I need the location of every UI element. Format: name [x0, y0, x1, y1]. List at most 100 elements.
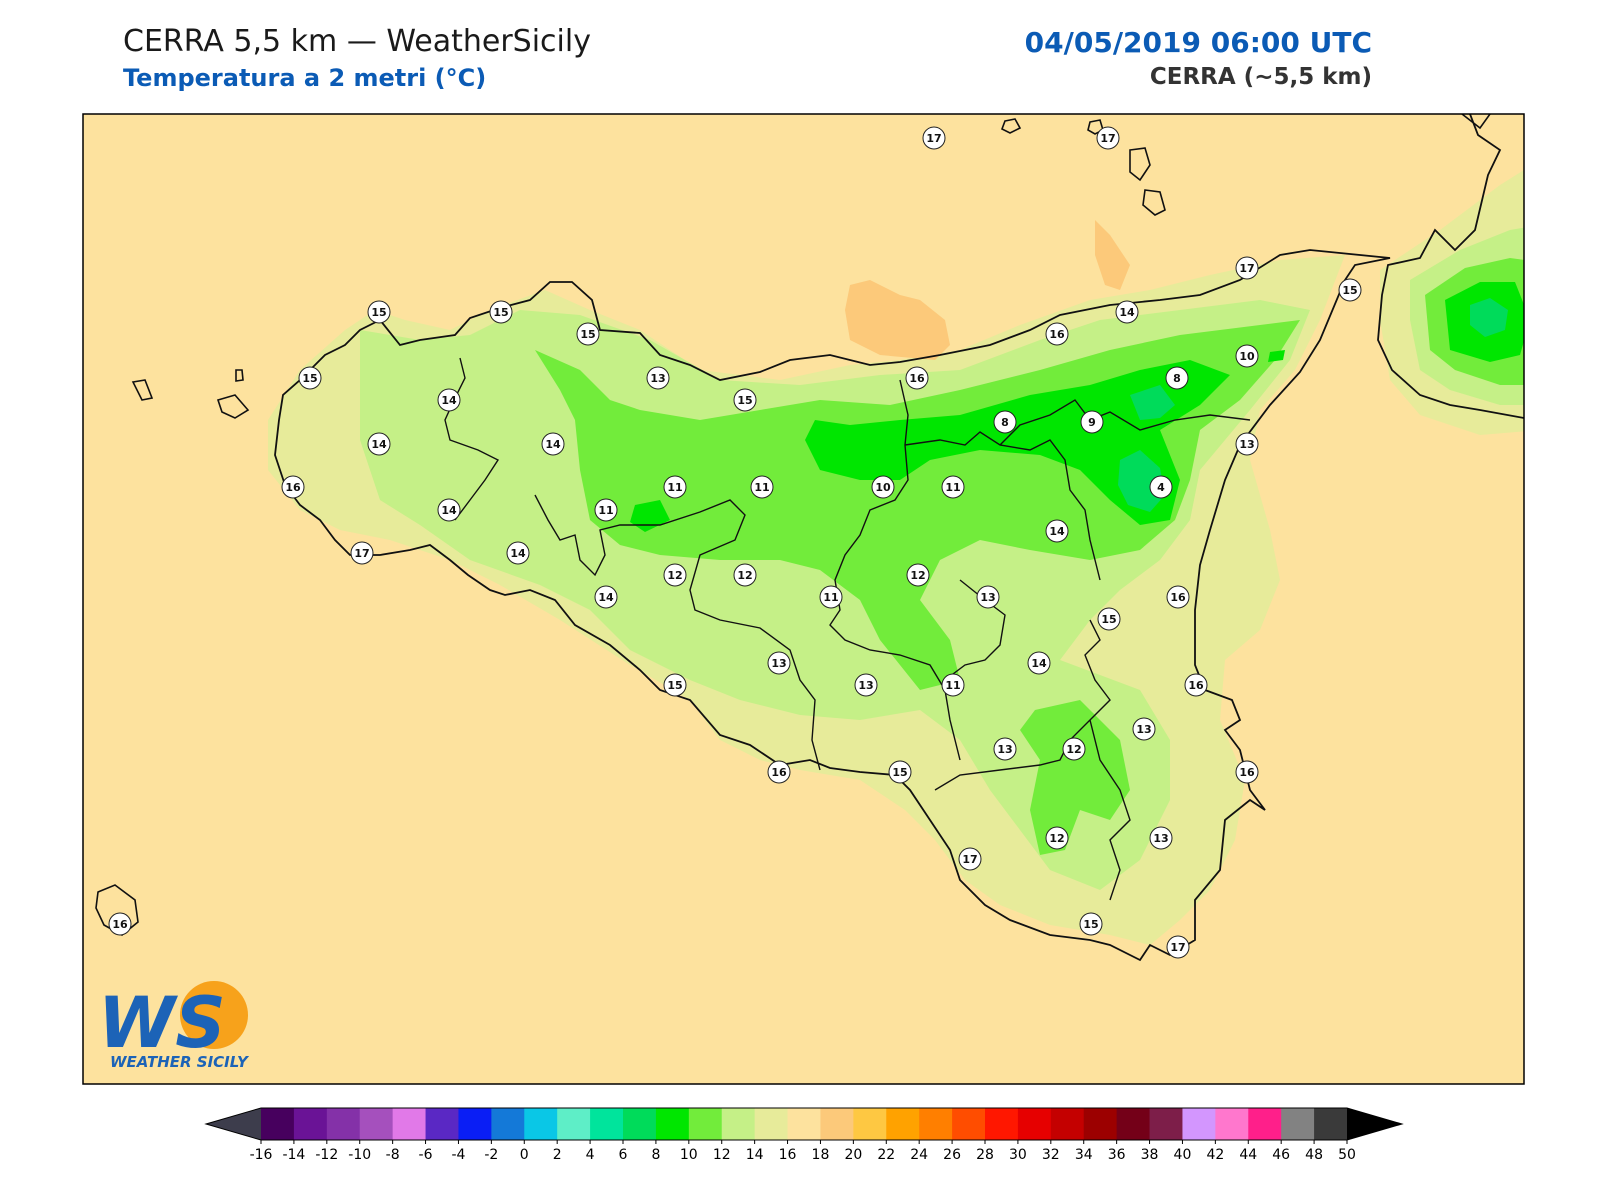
station-circle: [1149, 826, 1173, 850]
map-subtitle: Temperatura a 2 metri (°C): [123, 64, 487, 92]
colorbar-segment: [1314, 1108, 1348, 1140]
colorbar-segment: [392, 1108, 427, 1140]
station-marker: 11: [941, 673, 965, 697]
colorbar-tick-label: 32: [1042, 1147, 1060, 1163]
colorbar-tick-label: 2: [553, 1147, 562, 1163]
station-value: 15: [667, 679, 682, 692]
station-value: 11: [667, 481, 682, 494]
colorbar-segment: [458, 1108, 492, 1140]
colorbar-segment: [688, 1108, 723, 1140]
station-circle: [906, 563, 930, 587]
calabria-coastline: [1461, 114, 1491, 130]
station-circle: [1080, 410, 1104, 434]
station-circle: [733, 388, 757, 412]
temperature-zone-6: [1130, 385, 1175, 420]
colorbar-segment: [1248, 1108, 1282, 1140]
station-circle: [489, 300, 513, 324]
colorbar-tick-label: 8: [651, 1147, 660, 1163]
station-circle: [594, 498, 618, 522]
station-value: 12: [667, 569, 682, 582]
station-circle: [1115, 300, 1139, 324]
colorbar-tick-label: 40: [1174, 1147, 1192, 1163]
logo-monogram: WS: [98, 982, 226, 1064]
station-marker: 14: [1027, 651, 1051, 675]
valid-datetime: 04/05/2019 06:00 UTC: [1024, 26, 1372, 59]
colorbar-under-arrow: [206, 1108, 261, 1140]
station-circle: [1027, 651, 1051, 675]
colorbar-segment: [754, 1108, 789, 1140]
map-title: CERRA 5,5 km — WeatherSicily: [123, 24, 591, 59]
station-circle: [905, 366, 929, 390]
station-value: 14: [545, 438, 561, 451]
temperature-zone-8: [630, 500, 670, 532]
station-value: 17: [354, 547, 369, 560]
station-marker: 13: [1235, 432, 1259, 456]
temperature-zone-18: [845, 280, 950, 360]
station-marker: 10: [871, 475, 895, 499]
station-marker: 12: [906, 563, 930, 587]
station-value: 16: [285, 481, 301, 494]
colorbar-segment: [623, 1108, 657, 1140]
station-marker: 16: [905, 366, 929, 390]
station-circle: [108, 912, 132, 936]
station-marker: 15: [888, 760, 912, 784]
temperature-zone-18: [1095, 220, 1130, 290]
station-circle: [1184, 673, 1208, 697]
station-marker: 12: [733, 563, 757, 587]
station-marker: 12: [1045, 826, 1069, 850]
station-circle: [1235, 344, 1259, 368]
station-value: 15: [737, 394, 752, 407]
weather-sicily-logo: WS WEATHER SICILY: [98, 981, 250, 1071]
station-marker: 13: [1149, 826, 1173, 850]
station-value: 13: [1136, 723, 1151, 736]
station-circle: [576, 322, 600, 346]
station-circle: [1062, 737, 1086, 761]
station-circle: [1097, 607, 1121, 631]
station-circle: [1235, 760, 1259, 784]
colorbar-segment: [721, 1108, 756, 1140]
station-marker: 13: [646, 366, 670, 390]
station-circle: [367, 432, 391, 456]
colorbar-tick-label: 34: [1075, 1147, 1093, 1163]
station-marker: 14: [437, 498, 461, 522]
station-marker: 11: [941, 475, 965, 499]
station-circle: [976, 585, 1000, 609]
colorbar-tick-label: 28: [976, 1147, 994, 1163]
station-value: 12: [737, 569, 752, 582]
temperature-zone-6: [1118, 450, 1165, 512]
station-marker: 17: [922, 126, 946, 150]
colorbar-tick-label: 48: [1305, 1147, 1323, 1163]
station-value: 16: [909, 372, 925, 385]
colorbar-tick-label: -8: [386, 1147, 400, 1163]
station-value: 12: [910, 569, 925, 582]
station-value: 16: [1188, 679, 1204, 692]
colorbar-tick-label: 18: [812, 1147, 830, 1163]
aeolian-island: [1129, 147, 1151, 182]
station-circle: [1045, 322, 1069, 346]
station-marker: 15: [576, 322, 600, 346]
station-value: 4: [1157, 481, 1165, 494]
station-value: 14: [510, 547, 526, 560]
station-marker: 9: [1080, 410, 1104, 434]
station-value: 15: [1342, 284, 1357, 297]
station-value: 16: [1170, 591, 1186, 604]
station-value: 8: [1173, 372, 1181, 385]
colorbar-segment: [919, 1108, 953, 1140]
sun-icon: [180, 981, 248, 1049]
station-value: 16: [112, 918, 128, 931]
colorbar-tick-label: -4: [451, 1147, 465, 1163]
colorbar-tick-label: 4: [586, 1147, 595, 1163]
station-marker: 17: [958, 847, 982, 871]
colorbar-tick-label: 44: [1239, 1147, 1257, 1163]
station-value: 15: [580, 328, 595, 341]
station-circle: [541, 432, 565, 456]
station-value: 13: [1239, 438, 1254, 451]
station-marker: 8: [993, 410, 1017, 434]
colorbar-segment: [557, 1108, 591, 1140]
station-circle: [437, 388, 461, 412]
station-circle: [350, 541, 374, 565]
station-circle: [367, 300, 391, 324]
station-circle: [750, 475, 774, 499]
